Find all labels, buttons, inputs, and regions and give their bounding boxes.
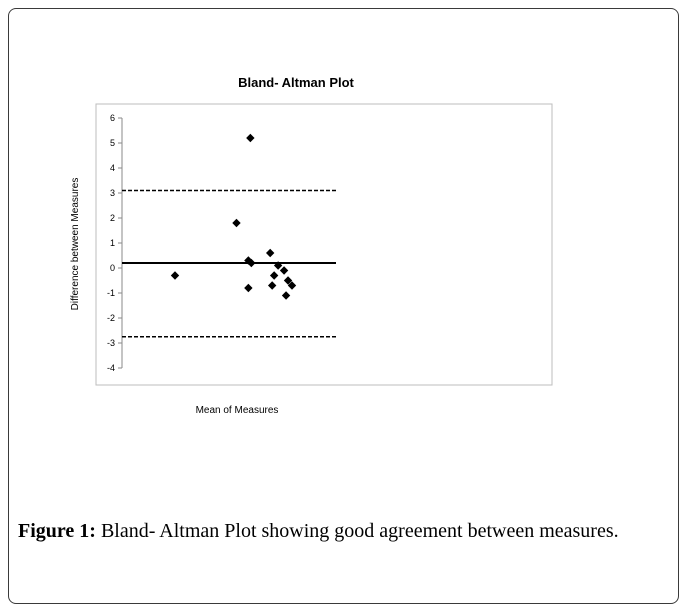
y-tick-label: 3: [110, 188, 115, 198]
chart-title: Bland- Altman Plot: [238, 75, 354, 90]
data-point: [244, 283, 253, 293]
data-point: [287, 281, 297, 290]
data-point: [170, 271, 180, 280]
y-tick-label: 1: [110, 238, 115, 248]
data-point: [247, 258, 256, 268]
y-tick-label: 0: [110, 263, 115, 273]
data-points: [170, 133, 297, 300]
figure-frame: [8, 8, 679, 604]
y-tick-label: -2: [107, 313, 115, 323]
y-tick-label: -1: [107, 288, 115, 298]
caption-text: Bland- Altman Plot showing good agreemen…: [95, 520, 619, 542]
x-axis-label: Mean of Measures: [196, 405, 279, 416]
y-axis-label: Difference between Measures: [70, 178, 81, 311]
chart-area-border: [95, 103, 553, 386]
data-point: [269, 271, 279, 280]
data-point: [283, 276, 293, 285]
data-point: [273, 261, 283, 270]
y-tick-label: -4: [107, 363, 115, 373]
y-tick-label: 6: [110, 113, 115, 123]
y-tick-label: 5: [110, 138, 115, 148]
data-point: [232, 218, 241, 228]
caption-label: Figure 1:: [18, 520, 96, 542]
data-point: [267, 281, 277, 290]
data-point: [246, 133, 255, 143]
y-axis-ticks: 6 5 4 3 2 1 0 -1 -2 -3 -4: [107, 113, 122, 373]
reference-lines: [122, 189, 336, 338]
y-tick-label: 2: [110, 213, 115, 223]
figure-caption: Figure 1: Bland- Altman Plot showing goo…: [18, 517, 673, 545]
data-point: [281, 291, 291, 300]
y-tick-label: 4: [110, 163, 115, 173]
data-point: [279, 266, 289, 275]
data-point: [265, 248, 275, 258]
bland-altman-chart: Bland- Altman Plot 6 5 4 3 2 1 0 -1 -2 -3 -4 Diffe…: [70, 75, 553, 416]
y-tick-label: -3: [107, 338, 115, 348]
